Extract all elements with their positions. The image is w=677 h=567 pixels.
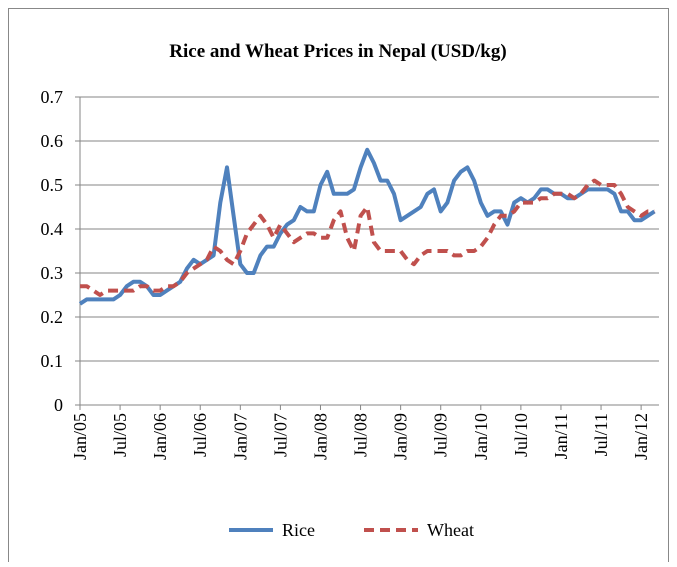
x-tick-label: Jan/05 <box>70 413 90 460</box>
chart-title: Rice and Wheat Prices in Nepal (USD/kg) <box>169 41 506 62</box>
x-tick-label: Jul/07 <box>270 413 290 457</box>
x-tick-label: Jan/11 <box>551 413 571 459</box>
y-tick-label: 0.4 <box>41 219 64 239</box>
legend-label: Rice <box>282 520 315 540</box>
data-line <box>80 178 655 297</box>
x-tick-label: Jan/06 <box>150 413 170 460</box>
y-tick-label: 0.5 <box>41 175 64 195</box>
legend-label: Wheat <box>427 520 474 540</box>
chart-frame <box>8 8 669 567</box>
x-tick-label: Jul/10 <box>511 413 531 457</box>
x-tick-label: Jul/11 <box>591 413 611 456</box>
x-tick-label: Jan/10 <box>471 413 491 460</box>
y-tick-label: 0.6 <box>41 131 64 151</box>
y-tick-label: 0 <box>54 395 63 415</box>
y-tick-label: 0.3 <box>41 263 64 283</box>
x-tick-label: Jul/05 <box>110 413 130 457</box>
x-tick-label: Jan/12 <box>631 413 651 460</box>
x-tick-label: Jan/09 <box>391 413 411 460</box>
x-tick-label: Jul/08 <box>351 413 371 457</box>
y-tick-label: 0.7 <box>41 87 64 107</box>
x-tick-label: Jul/06 <box>190 413 210 457</box>
y-tick-label: 0.1 <box>41 351 64 371</box>
x-tick-label: Jan/07 <box>230 413 250 460</box>
x-tick-label: Jul/09 <box>431 413 451 457</box>
y-tick-label: 0.2 <box>41 307 64 327</box>
x-tick-label: Jan/08 <box>310 413 330 460</box>
